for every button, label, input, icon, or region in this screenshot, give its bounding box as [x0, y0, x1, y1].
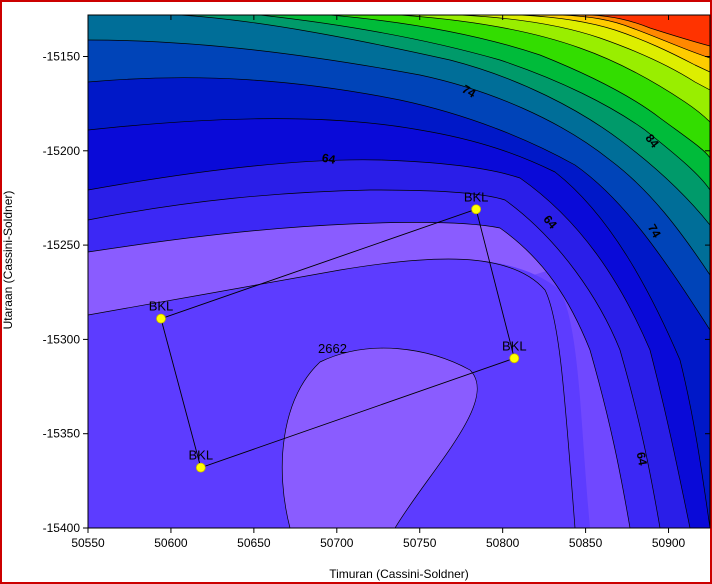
contour-line — [88, 118, 710, 528]
station-marker — [509, 353, 520, 364]
x-tick-label: 50700 — [320, 536, 354, 550]
y-tick-label: -15300 — [43, 332, 81, 346]
contour-label: 64 — [634, 451, 650, 467]
contour-line — [459, 15, 710, 91]
station-label: BKL — [464, 189, 489, 204]
station-marker — [156, 313, 166, 324]
station-label: BKL — [502, 338, 527, 353]
y-axis: -15150 -15200 -15250 -15300 -15350 -15400 — [43, 49, 710, 535]
y-tick-label: -15250 — [43, 238, 81, 252]
contour-lines — [88, 15, 710, 528]
contour-line — [88, 39, 710, 276]
contour-line — [88, 189, 661, 528]
plot-area-frame — [87, 14, 711, 529]
contour-line — [88, 258, 576, 528]
x-tick-label: 50650 — [237, 536, 271, 550]
contour-line — [88, 222, 631, 528]
x-tick-label: 50600 — [154, 536, 188, 550]
x-tick-label: 50550 — [71, 536, 105, 550]
contour-label: 74 — [645, 222, 664, 241]
station-label: BKL — [189, 448, 214, 463]
contour-label: 74 — [460, 82, 479, 101]
y-tick-label: -15400 — [43, 521, 81, 535]
contour-band — [282, 348, 478, 528]
contour-line — [88, 77, 710, 331]
annotation-label: 2662 — [318, 341, 347, 356]
contour-bands — [88, 15, 710, 528]
contour-line — [259, 15, 710, 191]
x-axis: 50550 50600 50650 50700 50750 50800 50850 50900 — [71, 15, 686, 550]
x-tick-label: 50900 — [652, 536, 686, 550]
station-marker — [195, 462, 206, 473]
contour-line — [519, 15, 710, 73]
contour-band — [590, 15, 710, 46]
contour-label: 64 — [321, 151, 337, 167]
contour-line — [589, 15, 710, 47]
contour-line — [179, 15, 710, 226]
contour-line — [559, 15, 710, 59]
stations-layer: BKL BKL BKL BKL — [149, 189, 527, 473]
contour-line — [281, 347, 478, 528]
contour-line — [88, 159, 691, 528]
contour-line — [329, 15, 710, 159]
x-tick-label: 50850 — [569, 536, 603, 550]
x-tick-label: 50800 — [486, 536, 520, 550]
station-label: BKL — [149, 299, 174, 314]
x-axis-title: Timuran (Cassini-Soldner) — [329, 567, 469, 581]
y-axis-title: Utaraan (Cassini-Soldner) — [1, 191, 15, 330]
x-tick-label: 50750 — [403, 536, 437, 550]
y-tick-label: -15350 — [43, 427, 81, 441]
y-tick-label: -15150 — [43, 49, 81, 63]
y-tick-label: -15200 — [43, 144, 81, 158]
station-marker — [471, 204, 482, 215]
contour-line — [399, 15, 710, 123]
